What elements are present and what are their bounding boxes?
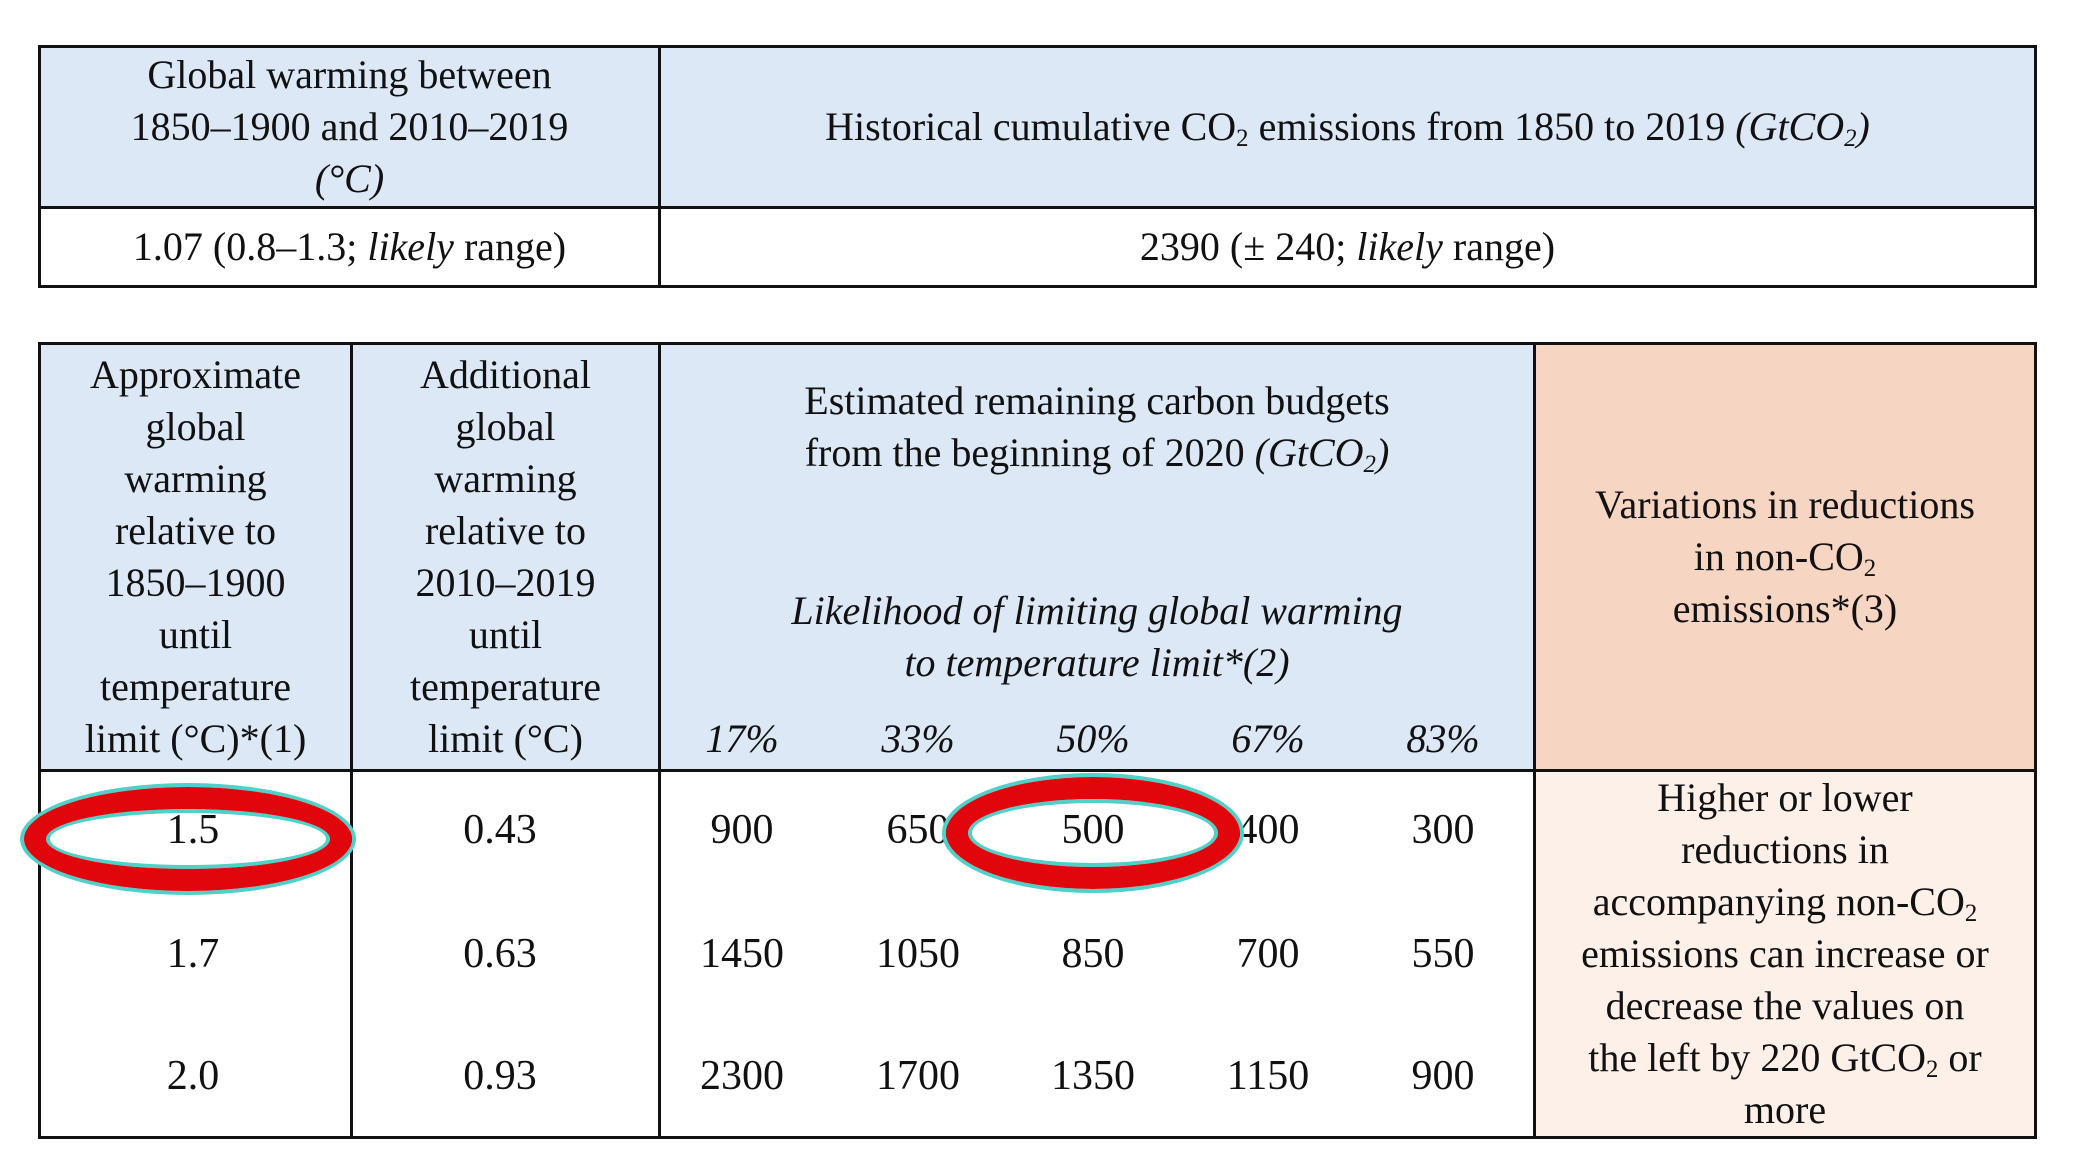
variations-header-line1: Variations in reductions	[1595, 482, 1975, 527]
historical-warming-header-line2: 1850–1900 and 2010–2019	[130, 104, 569, 149]
carbon-budget-table: Approximate global warming relative to 1…	[38, 342, 2037, 1139]
warming-value-pre: 1.07 (0.8–1.3;	[132, 224, 368, 269]
emissions-header-unit-end: )	[1856, 104, 1870, 149]
emissions-header-mid: emissions from 1850 to 2019	[1248, 104, 1736, 149]
col1-header-line6: until	[158, 612, 233, 657]
variations-text-line6: the left by 220 GtCO	[1588, 1035, 1926, 1080]
historical-warming-header-line1: Global warming between	[147, 52, 552, 97]
variations-header-line3: emissions*(3)	[1672, 586, 1898, 631]
emissions-header-prefix: Historical cumulative CO	[825, 104, 1237, 149]
likelihood-83-percent: 83%	[1406, 716, 1480, 761]
row1-additional: 0.43	[463, 807, 537, 853]
variations-header-sub: 2	[1863, 555, 1877, 583]
variations-text-line7: more	[1743, 1087, 1827, 1132]
col1-header-line2: global	[145, 404, 246, 449]
row2-limit: 1.7	[166, 931, 220, 977]
col2-header-line3: warming	[434, 456, 577, 501]
col1-header-line4: relative to	[114, 508, 277, 553]
col2-header-line1: Additional	[419, 352, 592, 397]
variations-header: Variations in reductions in non-CO2 emis…	[1536, 345, 2034, 769]
historical-emissions-header: Historical cumulative CO2 emissions from…	[661, 48, 2034, 206]
emissions-value-pre: 2390 (± 240;	[1139, 224, 1357, 269]
row3-budget-67: 1150	[1226, 1053, 1310, 1099]
main-vline-3	[1533, 345, 1536, 1136]
emissions-value-italic: likely	[1356, 224, 1443, 269]
main-vline-2	[658, 345, 661, 1136]
variations-text: Higher or lower reductions in accompanyi…	[1536, 772, 2034, 1136]
historical-warming-value: 1.07 (0.8–1.3; likely range)	[41, 209, 658, 285]
col1-header-line1: Approximate	[89, 352, 302, 397]
variations-text-line5: decrease the values on	[1605, 983, 1965, 1028]
col1-header-line3: warming	[124, 456, 267, 501]
historical-warming-header-unit: (°C)	[314, 156, 385, 201]
likelihood-line2: to temperature limit*(2)	[904, 640, 1290, 685]
budget-header-title: Estimated remaining carbon budgets from …	[661, 375, 1533, 479]
historical-table: Global warming between 1850–1900 and 201…	[38, 45, 2037, 288]
variations-text-line4: emissions can increase or	[1581, 931, 1989, 976]
variations-text-line6-sub: 2	[1926, 1056, 1939, 1084]
row3-additional: 0.93	[463, 1053, 537, 1099]
col2-header-line7: temperature	[410, 664, 601, 709]
col1-header-line8: limit (°C)*(1)	[84, 716, 307, 761]
row3-budget-33: 1700	[876, 1053, 960, 1099]
budget-header-unit-end: )	[1375, 430, 1390, 475]
variations-text-line6-post: or	[1938, 1035, 1982, 1080]
top-table-divider	[41, 206, 2034, 209]
likelihood-50-percent: 50%	[1056, 716, 1130, 761]
row3-limit: 2.0	[166, 1053, 220, 1099]
row2-budget-33: 1050	[876, 931, 960, 977]
likelihood-17-percent: 17%	[705, 716, 779, 761]
budget-header-unit-sub: 2	[1363, 451, 1376, 479]
historical-emissions-value: 2390 (± 240; likely range)	[661, 209, 2034, 285]
likelihood-67-percent: 67%	[1231, 716, 1305, 761]
emissions-header-unit-sub: 2	[1844, 125, 1857, 153]
budget-header-line2: from the beginning of 2020	[804, 430, 1255, 475]
row1-budget-33: 650	[886, 807, 950, 853]
budget-header-unit: (GtCO	[1254, 430, 1364, 475]
variations-text-line1: Higher or lower	[1657, 775, 1913, 820]
variations-header-line2: in non-CO	[1693, 534, 1864, 579]
variations-text-line3-sub: 2	[1964, 900, 1978, 928]
main-vline-1	[350, 345, 353, 1136]
row3-budget-50: 1350	[1051, 1053, 1135, 1099]
col1-header-line7: temperature	[100, 664, 291, 709]
likelihood-33-percent: 33%	[881, 716, 955, 761]
row1-budget-83: 300	[1411, 807, 1475, 853]
row3-budget-83: 900	[1411, 1053, 1475, 1099]
warming-value-italic: likely	[367, 224, 454, 269]
col-warming-limit-header: Approximate global warming relative to 1…	[41, 345, 350, 769]
col2-header-line8: limit (°C)	[428, 716, 583, 761]
warming-value-post: range)	[453, 224, 567, 269]
row2-budget-17: 1450	[700, 931, 784, 977]
budget-header	[661, 345, 1533, 769]
historical-warming-header: Global warming between 1850–1900 and 201…	[41, 48, 658, 206]
row3-budget-17: 2300	[700, 1053, 784, 1099]
col1-header-line5: 1850–1900	[105, 560, 286, 605]
col-additional-warming-header: Additional global warming relative to 20…	[353, 345, 658, 769]
col2-header-line5: 2010–2019	[415, 560, 596, 605]
row2-additional: 0.63	[463, 931, 537, 977]
col2-header-line2: global	[455, 404, 556, 449]
emissions-value-post: range)	[1442, 224, 1556, 269]
emissions-header-sub: 2	[1236, 125, 1249, 153]
highlight-ring-1-5	[24, 787, 352, 891]
top-table-vdivider	[658, 48, 661, 285]
row1-budget-67: 400	[1236, 807, 1300, 853]
variations-text-line2: reductions in	[1681, 827, 1889, 872]
main-header-divider	[41, 769, 2034, 772]
emissions-header-unit: (GtCO	[1735, 104, 1845, 149]
budget-header-line1: Estimated remaining carbon budgets	[804, 378, 1390, 423]
row2-budget-83: 550	[1411, 931, 1475, 977]
likelihood-subheader: Likelihood of limiting global warming to…	[661, 585, 1533, 689]
row2-budget-67: 700	[1236, 931, 1300, 977]
row2-budget-50: 850	[1061, 931, 1125, 977]
col2-header-line6: until	[468, 612, 543, 657]
variations-text-line3: accompanying non-CO	[1592, 879, 1965, 924]
row1-budget-17: 900	[710, 807, 774, 853]
col2-header-line4: relative to	[424, 508, 587, 553]
highlight-ring-500	[946, 777, 1240, 889]
likelihood-line1: Likelihood of limiting global warming	[791, 588, 1403, 633]
